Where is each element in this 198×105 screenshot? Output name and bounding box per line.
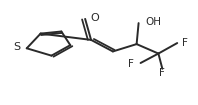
Text: O: O bbox=[90, 13, 99, 23]
Text: F: F bbox=[159, 68, 165, 78]
Text: S: S bbox=[14, 42, 21, 52]
Text: OH: OH bbox=[146, 17, 162, 27]
Text: F: F bbox=[182, 37, 188, 48]
Text: F: F bbox=[128, 59, 134, 69]
